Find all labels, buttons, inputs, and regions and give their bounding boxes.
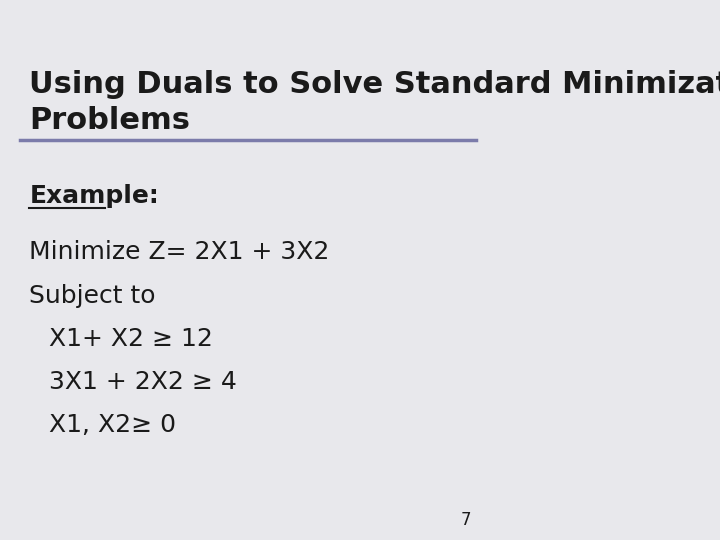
Text: Minimize Z= 2X1 + 3X2: Minimize Z= 2X1 + 3X2	[30, 240, 330, 264]
Text: Example:: Example:	[30, 184, 159, 207]
Text: X1, X2≥ 0: X1, X2≥ 0	[49, 413, 176, 437]
Text: Using Duals to Solve Standard Minimization
Problems: Using Duals to Solve Standard Minimizati…	[30, 70, 720, 135]
Text: 3X1 + 2X2 ≥ 4: 3X1 + 2X2 ≥ 4	[49, 370, 237, 394]
Text: X1+ X2 ≥ 12: X1+ X2 ≥ 12	[49, 327, 213, 350]
Text: 7: 7	[460, 511, 471, 529]
Text: Subject to: Subject to	[30, 284, 156, 307]
